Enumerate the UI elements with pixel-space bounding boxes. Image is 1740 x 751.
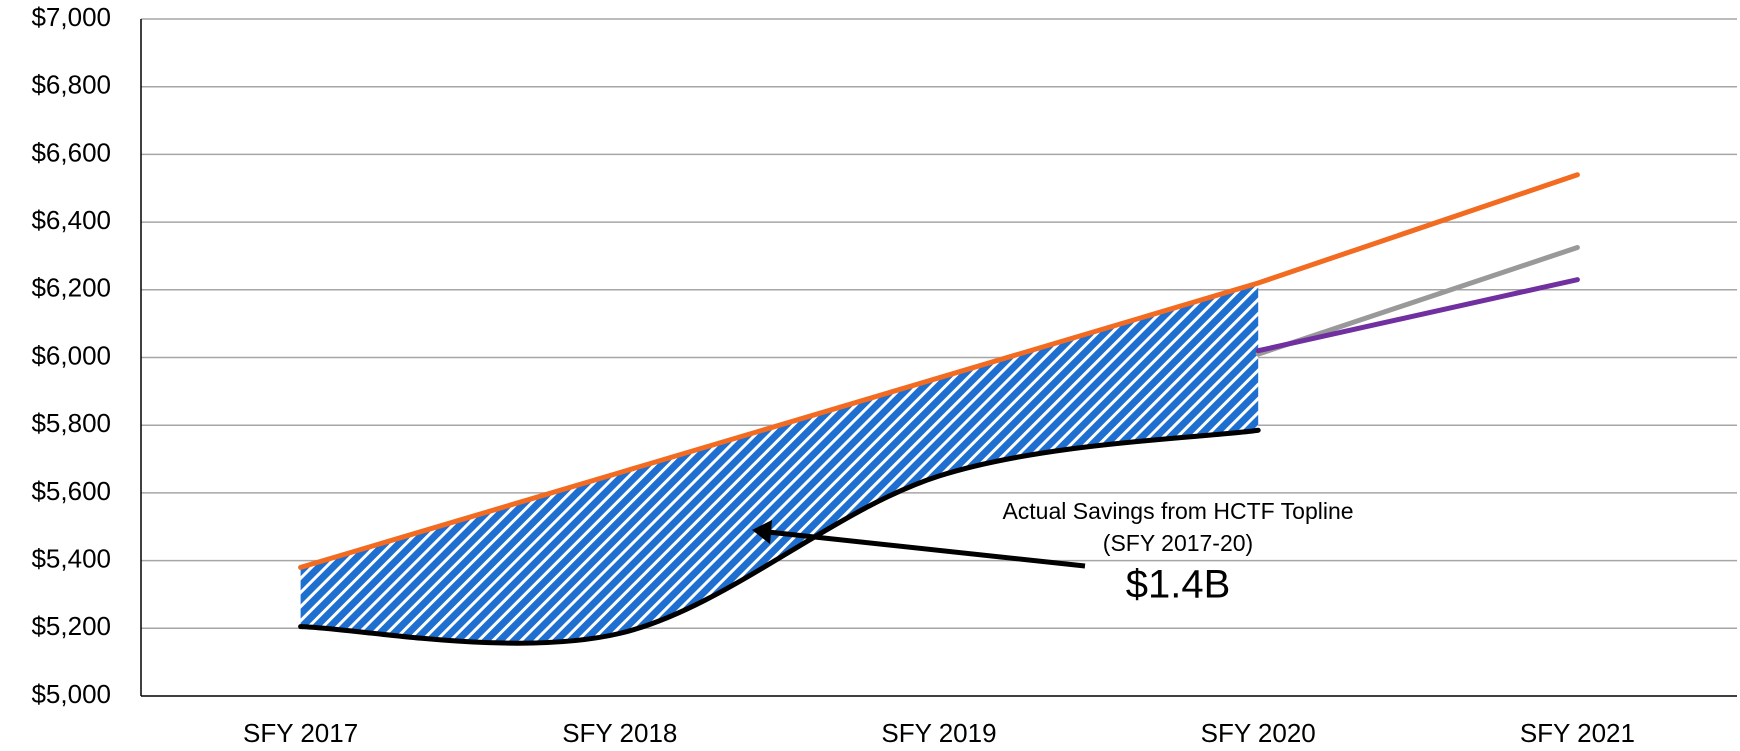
y-tick-label: $5,200 xyxy=(31,611,111,641)
annotation-arrow xyxy=(767,529,1086,569)
x-tick-label: SFY 2017 xyxy=(243,718,358,748)
x-tick-label: SFY 2018 xyxy=(562,718,677,748)
x-tick-label: SFY 2020 xyxy=(1201,718,1316,748)
y-tick-label: $6,000 xyxy=(31,340,111,370)
series-line xyxy=(298,172,1580,570)
y-tick-label: $7,000 xyxy=(31,2,111,32)
y-tick-label: $6,800 xyxy=(31,70,111,100)
series-line xyxy=(1255,277,1580,354)
annotation: (SFY 2017-20) xyxy=(1103,530,1253,556)
y-tick-label: $5,000 xyxy=(31,679,111,709)
annotation-value: $1.4B xyxy=(1126,563,1231,607)
arrow-head xyxy=(752,520,772,544)
y-tick-label: $6,400 xyxy=(31,205,111,235)
series-line xyxy=(298,427,1261,646)
y-tick-label: $6,600 xyxy=(31,137,111,167)
x-tick-label: SFY 2019 xyxy=(881,718,996,748)
annotation: Actual Savings from HCTF Topline xyxy=(1002,498,1353,524)
y-tick-label: $5,400 xyxy=(31,543,111,573)
y-tick-label: $5,800 xyxy=(31,408,111,438)
x-tick-label: SFY 2021 xyxy=(1520,718,1635,748)
savings-area xyxy=(300,283,1259,644)
y-tick-label: $5,600 xyxy=(31,476,111,506)
y-tick-label: $6,200 xyxy=(31,273,111,303)
